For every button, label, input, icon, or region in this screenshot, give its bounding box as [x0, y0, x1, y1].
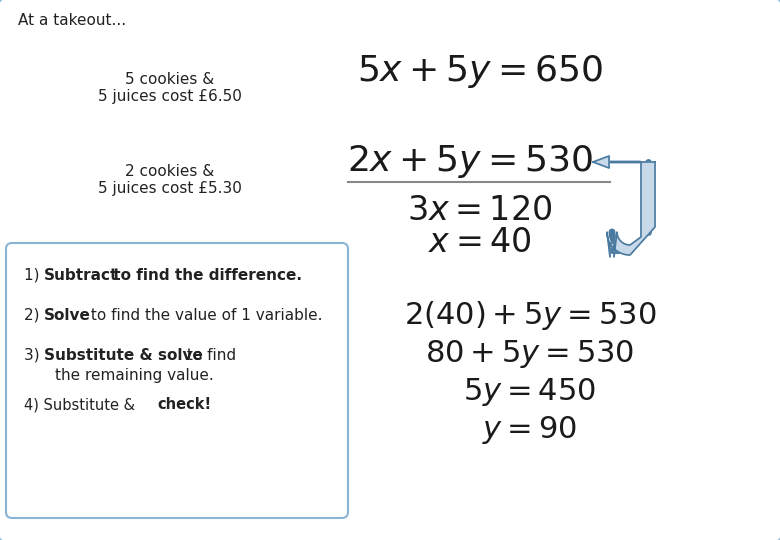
- Text: $5y = 450$: $5y = 450$: [463, 376, 597, 408]
- Text: 2): 2): [24, 308, 44, 323]
- Text: $5x + 5y = 650$: $5x + 5y = 650$: [357, 53, 603, 91]
- Text: 1): 1): [24, 268, 44, 283]
- Text: 5 cookies &: 5 cookies &: [126, 72, 214, 87]
- Polygon shape: [607, 162, 655, 257]
- Text: $x = 40$: $x = 40$: [428, 226, 532, 260]
- Text: check!: check!: [157, 397, 211, 412]
- Text: Substitute & solve: Substitute & solve: [44, 348, 203, 363]
- Text: to find: to find: [182, 348, 236, 363]
- Text: 4) Substitute &: 4) Substitute &: [24, 397, 144, 412]
- Text: 5 juices cost £6.50: 5 juices cost £6.50: [98, 90, 242, 105]
- Text: $80 + 5y = 530$: $80 + 5y = 530$: [425, 338, 635, 370]
- Text: $3x = 120$: $3x = 120$: [407, 193, 553, 226]
- Text: to find the difference.: to find the difference.: [108, 268, 302, 283]
- Text: $2x + 5y = 530$: $2x + 5y = 530$: [347, 144, 593, 180]
- Text: $y = 90$: $y = 90$: [483, 414, 577, 446]
- Text: 3): 3): [24, 348, 44, 363]
- Polygon shape: [593, 156, 609, 168]
- Text: $2(40) + 5y = 530$: $2(40) + 5y = 530$: [404, 299, 656, 332]
- Text: the remaining value.: the remaining value.: [55, 368, 214, 383]
- Text: 5 juices cost £5.30: 5 juices cost £5.30: [98, 181, 242, 197]
- FancyBboxPatch shape: [6, 243, 348, 518]
- Text: to find the value of 1 variable.: to find the value of 1 variable.: [86, 308, 322, 323]
- Text: Subtract: Subtract: [44, 268, 119, 283]
- Text: Solve: Solve: [44, 308, 91, 323]
- Text: 2 cookies &: 2 cookies &: [126, 165, 214, 179]
- Text: At a takeout...: At a takeout...: [18, 13, 126, 28]
